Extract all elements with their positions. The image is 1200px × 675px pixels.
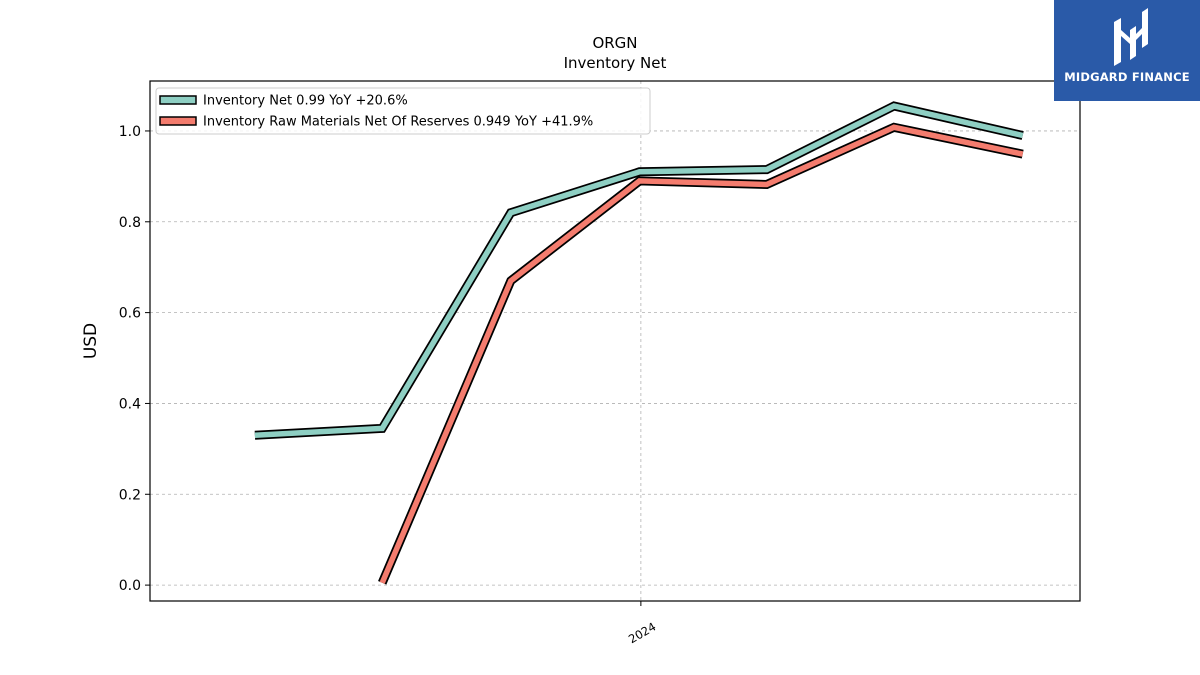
brand-name: MIDGARD FINANCE xyxy=(1064,70,1190,84)
legend-label: Inventory Net 0.99 YoY +20.6% xyxy=(203,94,408,109)
legend-swatch xyxy=(159,95,197,105)
series-0-outline xyxy=(254,101,1024,440)
legend-swatch xyxy=(159,116,197,126)
series-1-line xyxy=(379,124,1024,584)
series-0-line xyxy=(254,103,1024,438)
midgard-logo-icon xyxy=(1114,8,1148,66)
midgard-finance-logo: MIDGARD FINANCE xyxy=(1054,0,1200,101)
y-tick-label: 0.2 xyxy=(119,487,141,503)
y-tick-label: 1.0 xyxy=(119,124,141,140)
series-layer xyxy=(254,101,1024,585)
grid-layer xyxy=(150,81,1080,601)
x-axis: 2024 xyxy=(626,601,658,646)
legend-frame xyxy=(155,87,651,135)
chart-subtitle: Inventory Net xyxy=(564,54,667,72)
chart-title: ORGN xyxy=(592,34,637,52)
y-axis-label: USD xyxy=(81,323,101,359)
legend-label: Inventory Raw Materials Net Of Reserves … xyxy=(203,115,593,130)
y-tick-label: 0.4 xyxy=(119,396,141,412)
y-axis: 0.0 0.2 0.4 0.6 0.8 1.0 xyxy=(119,124,150,594)
plot-frame xyxy=(149,80,1081,602)
y-tick-label: 0.6 xyxy=(119,306,141,322)
x-tick-label: 2024 xyxy=(626,619,658,646)
y-tick-label: 0.8 xyxy=(119,215,141,231)
legend: Inventory Net 0.99 YoY +20.6% Inventory R… xyxy=(155,87,651,135)
y-tick-label: 0.0 xyxy=(119,578,141,594)
